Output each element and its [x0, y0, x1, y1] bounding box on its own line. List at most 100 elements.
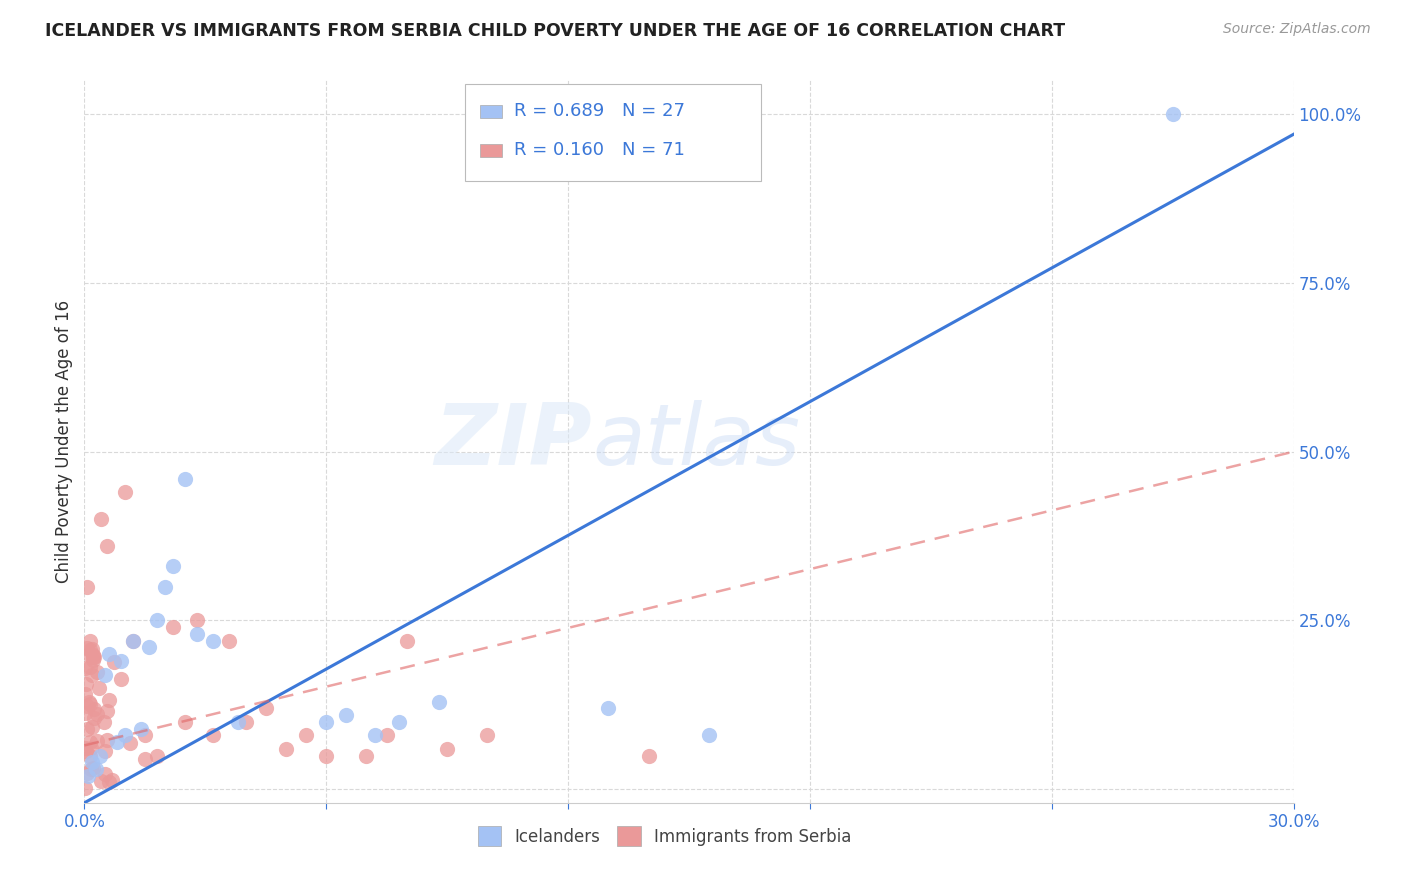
Point [121, 633, 143, 648]
Point [110, 654, 132, 668]
Point [98, 693, 121, 707]
Point [87, 681, 110, 695]
Point [75, 744, 97, 758]
Point [162, 559, 184, 574]
Text: ZIP: ZIP [434, 400, 592, 483]
Point [79, 634, 101, 648]
Point [427, 694, 450, 708]
Text: ICELANDER VS IMMIGRANTS FROM SERBIA CHILD POVERTY UNDER THE AGE OF 16 CORRELATIO: ICELANDER VS IMMIGRANTS FROM SERBIA CHIL… [45, 22, 1066, 40]
Point [295, 728, 318, 742]
Point [79, 659, 101, 673]
Point [114, 485, 136, 500]
Point [315, 714, 337, 729]
Point [83, 649, 105, 664]
Point [96, 704, 118, 718]
Point [82, 756, 104, 770]
Point [90, 512, 112, 526]
Point [76, 580, 98, 594]
Point [118, 736, 141, 750]
Y-axis label: Child Poverty Under the Age of 16: Child Poverty Under the Age of 16 [55, 300, 73, 583]
Point [138, 640, 160, 655]
Point [75, 706, 97, 720]
Point [94, 767, 117, 781]
Text: R = 0.689: R = 0.689 [513, 103, 603, 120]
Point [79, 749, 101, 764]
Point [75, 741, 97, 756]
Point [79, 697, 101, 711]
Point [274, 741, 297, 756]
Point [146, 748, 169, 763]
Point [77, 769, 100, 783]
Point [315, 748, 337, 763]
Point [76, 698, 98, 713]
Text: N = 27: N = 27 [623, 103, 686, 120]
Point [134, 728, 156, 742]
Point [93, 744, 115, 758]
Point [80, 667, 103, 681]
Point [121, 633, 143, 648]
Point [388, 714, 411, 729]
Point [637, 748, 659, 763]
Point [82, 653, 104, 667]
Point [477, 728, 499, 742]
Point [76, 722, 98, 736]
Point [93, 714, 115, 729]
Point [202, 728, 225, 742]
Point [162, 620, 184, 634]
Point [129, 722, 152, 736]
Point [79, 643, 101, 657]
Point [86, 762, 108, 776]
Point [82, 648, 104, 662]
Point [174, 472, 197, 486]
Point [79, 735, 101, 749]
Point [77, 647, 100, 661]
Point [1161, 107, 1184, 121]
Text: R = 0.160: R = 0.160 [513, 141, 603, 160]
Point [218, 633, 240, 648]
Point [436, 741, 458, 756]
FancyBboxPatch shape [479, 105, 502, 118]
Point [82, 642, 104, 657]
Point [105, 735, 128, 749]
Point [96, 733, 118, 747]
FancyBboxPatch shape [465, 84, 762, 181]
Point [89, 748, 111, 763]
Point [335, 708, 357, 723]
Point [86, 707, 108, 722]
Point [86, 665, 108, 680]
Point [80, 740, 103, 755]
Point [174, 714, 197, 729]
Point [77, 695, 100, 709]
Point [76, 641, 98, 656]
Point [153, 580, 176, 594]
Point [80, 762, 103, 776]
Point [93, 667, 115, 681]
Point [226, 714, 249, 729]
Point [83, 702, 105, 716]
Text: atlas: atlas [592, 400, 800, 483]
Point [101, 773, 124, 788]
Point [134, 752, 156, 766]
Legend: Icelanders, Immigrants from Serbia: Icelanders, Immigrants from Serbia [471, 820, 858, 852]
Text: N = 71: N = 71 [623, 141, 685, 160]
Point [90, 774, 112, 789]
Point [186, 627, 208, 641]
Point [73, 780, 96, 795]
Point [395, 633, 418, 648]
Point [82, 761, 104, 775]
Point [82, 649, 104, 664]
Point [83, 711, 105, 725]
Point [76, 765, 98, 780]
Point [110, 672, 132, 686]
Point [75, 677, 97, 691]
Point [254, 701, 277, 715]
Point [186, 614, 208, 628]
Point [98, 775, 121, 789]
Point [697, 728, 720, 742]
FancyBboxPatch shape [479, 144, 502, 157]
Point [202, 633, 225, 648]
Point [363, 728, 385, 742]
Point [97, 647, 120, 661]
Text: Source: ZipAtlas.com: Source: ZipAtlas.com [1223, 22, 1371, 37]
Point [375, 728, 398, 742]
